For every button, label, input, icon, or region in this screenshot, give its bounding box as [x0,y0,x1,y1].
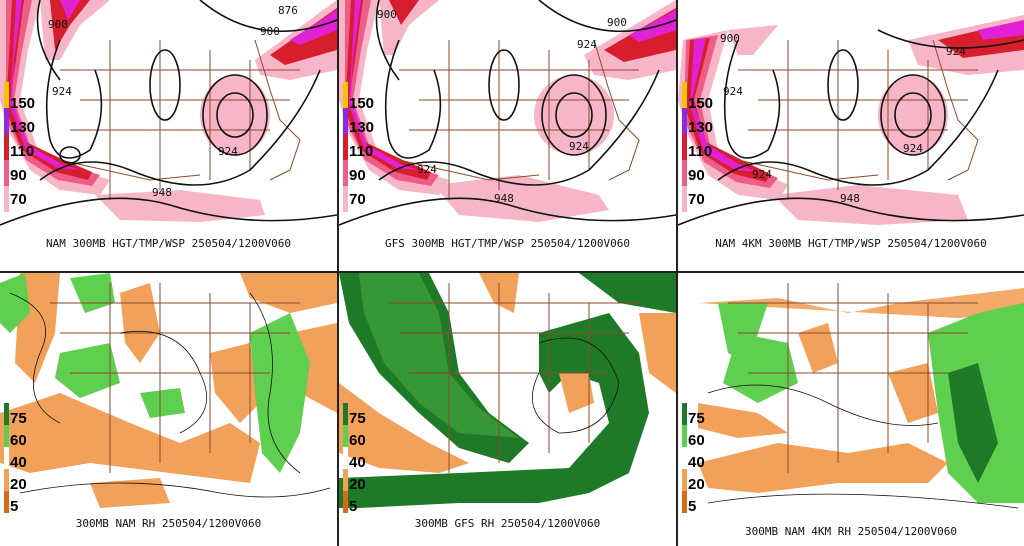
contour-label: 900 [607,16,627,29]
legend-label: 60 [10,432,27,449]
nam4km-rh-panel: 75 60 40 20 5 300MB NAM 4KM RH 250504/12… [678,273,1024,546]
legend-label: 5 [10,498,19,515]
contour-label: 900 [377,8,397,21]
legend-label: 150 [10,95,36,112]
nam-rh-map [0,273,337,508]
panel-divider [676,0,678,546]
legend-label: 110 [349,143,374,160]
contour-label: 924 [752,168,772,181]
legend-label: 60 [688,432,705,449]
legend-label: 20 [349,476,366,493]
rh-legend: 75 60 40 20 5 [2,403,50,515]
legend-label: 150 [349,95,375,112]
wind-speed-legend: 150 130 110 90 70 [2,82,50,212]
contour-label: 948 [494,192,514,205]
legend-label: 90 [349,167,366,184]
contour-label: 900 [48,18,68,31]
contour-label: 876 [278,4,298,17]
legend-label: 150 [688,95,714,112]
rh-legend: 75 60 40 20 5 [680,403,728,515]
panel-caption: 300MB NAM 4KM RH 250504/1200V060 [745,525,957,538]
contour-label: 900 [260,25,280,38]
gfs-wind-map: 900 900 924 924 924 948 [339,0,676,226]
contour-label: 924 [569,140,589,153]
legend-label: 40 [688,454,705,471]
panel-caption: 300MB NAM RH 250504/1200V060 [75,517,262,530]
contour-label: 924 [52,85,72,98]
legend-label: 75 [349,410,366,427]
legend-label: 130 [349,119,375,136]
legend-label: 130 [10,119,36,136]
panel-caption: NAM 4KM 300MB HGT/TMP/WSP 250504/1200V06… [715,237,987,250]
legend-label: 90 [688,167,705,184]
legend-label: 110 [10,143,35,160]
gfs-rh-map [339,273,676,508]
contour-label: 924 [218,145,238,158]
contour-label: 924 [577,38,597,51]
contour-label: 948 [840,192,860,205]
legend-label: 70 [349,191,366,208]
wind-speed-legend: 150 130 110 90 70 [341,82,389,212]
gfs-wind-panel: 900 900 924 924 924 948 150 130 110 90 7… [339,0,676,272]
contour-label: 948 [152,186,172,199]
legend-label: 90 [10,167,27,184]
contour-label: 924 [417,163,437,176]
contour-label: 924 [723,85,743,98]
legend-label: 40 [10,454,27,471]
legend-label: 40 [349,454,366,471]
panel-caption: 300MB GFS RH 250504/1200V060 [414,517,601,530]
legend-label: 75 [688,410,705,427]
legend-label: 70 [688,191,705,208]
panel-caption: NAM 300MB HGT/TMP/WSP 250504/1200V060 [45,237,292,250]
panel-caption: GFS 300MB HGT/TMP/WSP 250504/1200V060 [384,237,631,250]
contour-label: 924 [946,45,966,58]
nam-wind-panel: 900 876 900 924 924 948 150 130 110 90 7… [0,0,337,272]
legend-label: 20 [688,476,705,493]
gfs-rh-panel: 75 60 40 20 5 300MB GFS RH 250504/1200V0… [339,273,676,546]
panel-divider [337,0,339,546]
legend-label: 20 [10,476,27,493]
nam-wind-map: 900 876 900 924 924 948 [0,0,337,226]
legend-label: 110 [688,143,713,160]
nam4km-wind-panel: 900 924 924 924 924 948 150 130 110 90 7… [678,0,1024,272]
nam4km-rh-map [698,283,1024,509]
wind-speed-legend: 150 130 110 90 70 [680,82,728,212]
legend-label: 5 [349,498,358,515]
nam-rh-panel: 75 60 40 20 5 300MB NAM RH 250504/1200V0… [0,273,337,546]
legend-label: 5 [688,498,697,515]
legend-label: 75 [10,410,27,427]
rh-legend: 75 60 40 20 5 [341,403,389,515]
contour-label: 900 [720,32,740,45]
nam4km-wind-map: 900 924 924 924 924 948 [678,15,1024,226]
row-divider [0,271,1024,273]
legend-label: 60 [349,432,366,449]
contour-label: 924 [903,142,923,155]
legend-label: 130 [688,119,714,136]
legend-label: 70 [10,191,27,208]
